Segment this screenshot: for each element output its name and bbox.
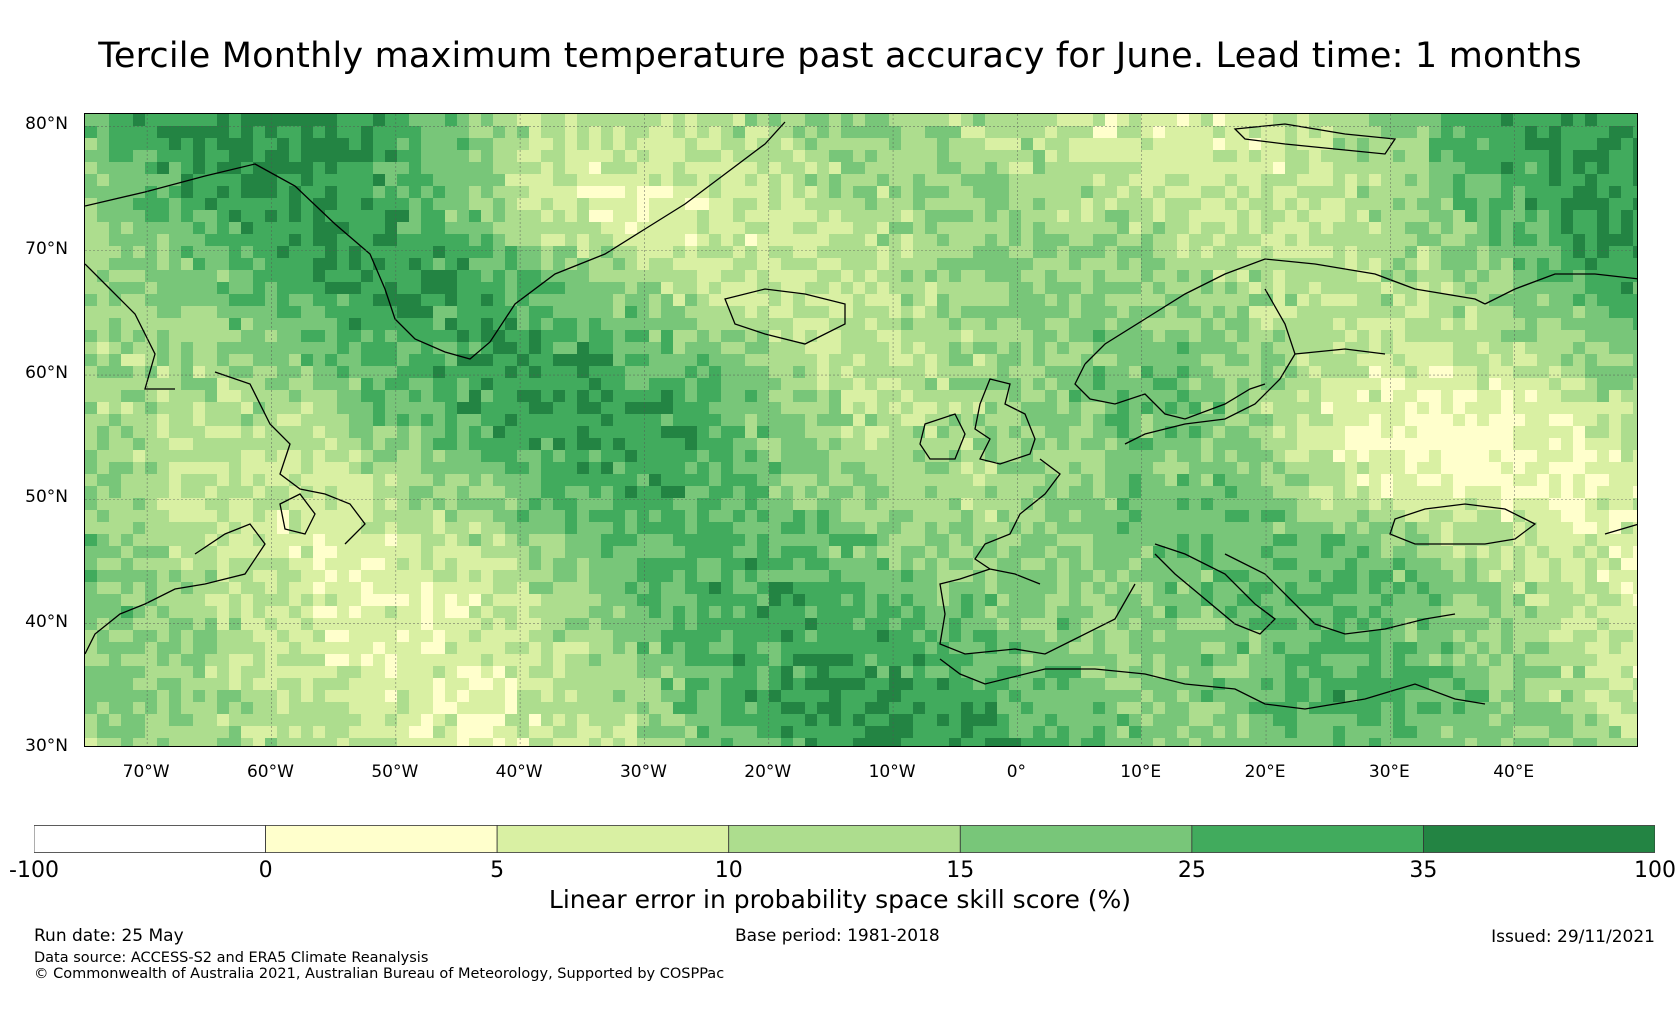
- skill-score-grid: [85, 114, 1637, 746]
- newfoundland-coast: [279, 493, 316, 535]
- lon-tick-label: 60°W: [246, 762, 294, 782]
- colorbar-segment: [728, 825, 961, 853]
- colorbar-tick-label: -100: [9, 858, 59, 883]
- colorbar-segment: [34, 825, 266, 853]
- colorbar-tick-label: 10: [714, 858, 743, 883]
- lon-tick-label: 0°: [1006, 762, 1027, 782]
- map-panel: [84, 113, 1638, 747]
- data-source: Data source: ACCESS-S2 and ERA5 Climate …: [34, 950, 429, 966]
- arctic-islands-coast: [1233, 123, 1397, 155]
- lat-tick-label: 80°N: [25, 114, 68, 135]
- lat-tick-label: 50°N: [25, 487, 68, 508]
- lon-tick-label: 30°W: [619, 762, 667, 782]
- italy-coast: [1154, 543, 1276, 635]
- lon-tick-label: 40°W: [495, 762, 543, 782]
- colorbar-segment: [265, 825, 498, 853]
- colorbar-tick-label: 25: [1177, 858, 1206, 883]
- lat-tick-label: 40°N: [25, 611, 68, 632]
- lon-tick-label: 50°W: [371, 762, 419, 782]
- colorbar-tick-label: 0: [258, 858, 273, 883]
- scandinavia-coast: [1084, 258, 1486, 365]
- iberia-coast: [939, 568, 1136, 655]
- gridlines: [85, 114, 1637, 746]
- north-africa-coast: [939, 658, 1486, 710]
- lon-tick-label: 20°W: [744, 762, 792, 782]
- colorbar-tick-label: 15: [946, 858, 975, 883]
- labrador-coast: [214, 371, 366, 545]
- black-sea-coast: [1389, 503, 1537, 545]
- balkans-coast: [1224, 553, 1456, 635]
- ireland-coast: [919, 413, 966, 460]
- baltic-coast: [1124, 288, 1296, 445]
- coastlines: [85, 121, 1637, 710]
- chart-title: Tercile Monthly maximum temperature past…: [98, 36, 1582, 76]
- colorbar: [34, 825, 1655, 853]
- colorbar-tick-label: 35: [1409, 858, 1438, 883]
- colorbar-tick-label: 5: [490, 858, 505, 883]
- colorbar-segment: [1191, 825, 1424, 853]
- europe-west-coast: [974, 458, 1061, 585]
- russia-north-coast: [1484, 273, 1637, 305]
- lat-tick-label: 30°N: [25, 736, 68, 756]
- iceland-coast: [724, 288, 846, 345]
- lon-tick-label: 70°W: [122, 762, 170, 782]
- run-date: Run date: 25 May: [34, 926, 184, 946]
- baffin-coast: [85, 263, 175, 390]
- britain-coast: [974, 378, 1036, 465]
- greenland-coast: [85, 121, 786, 360]
- norway-south-coast: [1074, 363, 1266, 420]
- colorbar-label: Linear error in probability space skill …: [548, 885, 1132, 914]
- lon-tick-label: 30°E: [1368, 762, 1410, 782]
- issued-date: Issued: 29/11/2021: [1491, 927, 1655, 947]
- colorbar-segment: [1423, 825, 1655, 853]
- base-period: Base period: 1981-2018: [735, 926, 940, 946]
- lon-tick-label: 20°E: [1244, 762, 1286, 782]
- colorbar-tick-label: 100: [1634, 858, 1676, 883]
- caspian-coast: [1604, 523, 1637, 535]
- colorbar-segment: [496, 825, 730, 853]
- finland-coast: [1294, 348, 1386, 355]
- lat-tick-label: 60°N: [25, 363, 68, 384]
- lon-tick-label: 40°E: [1493, 762, 1535, 782]
- copyright: © Commonwealth of Australia 2021, Austra…: [34, 966, 725, 982]
- lon-tick-label: 10°E: [1120, 762, 1162, 782]
- lon-tick-label: 10°W: [868, 762, 916, 782]
- nova-scotia-coast: [85, 523, 266, 655]
- skill-score-map: [85, 114, 1637, 746]
- lat-tick-label: 70°N: [25, 238, 68, 259]
- colorbar-segment: [959, 825, 1193, 853]
